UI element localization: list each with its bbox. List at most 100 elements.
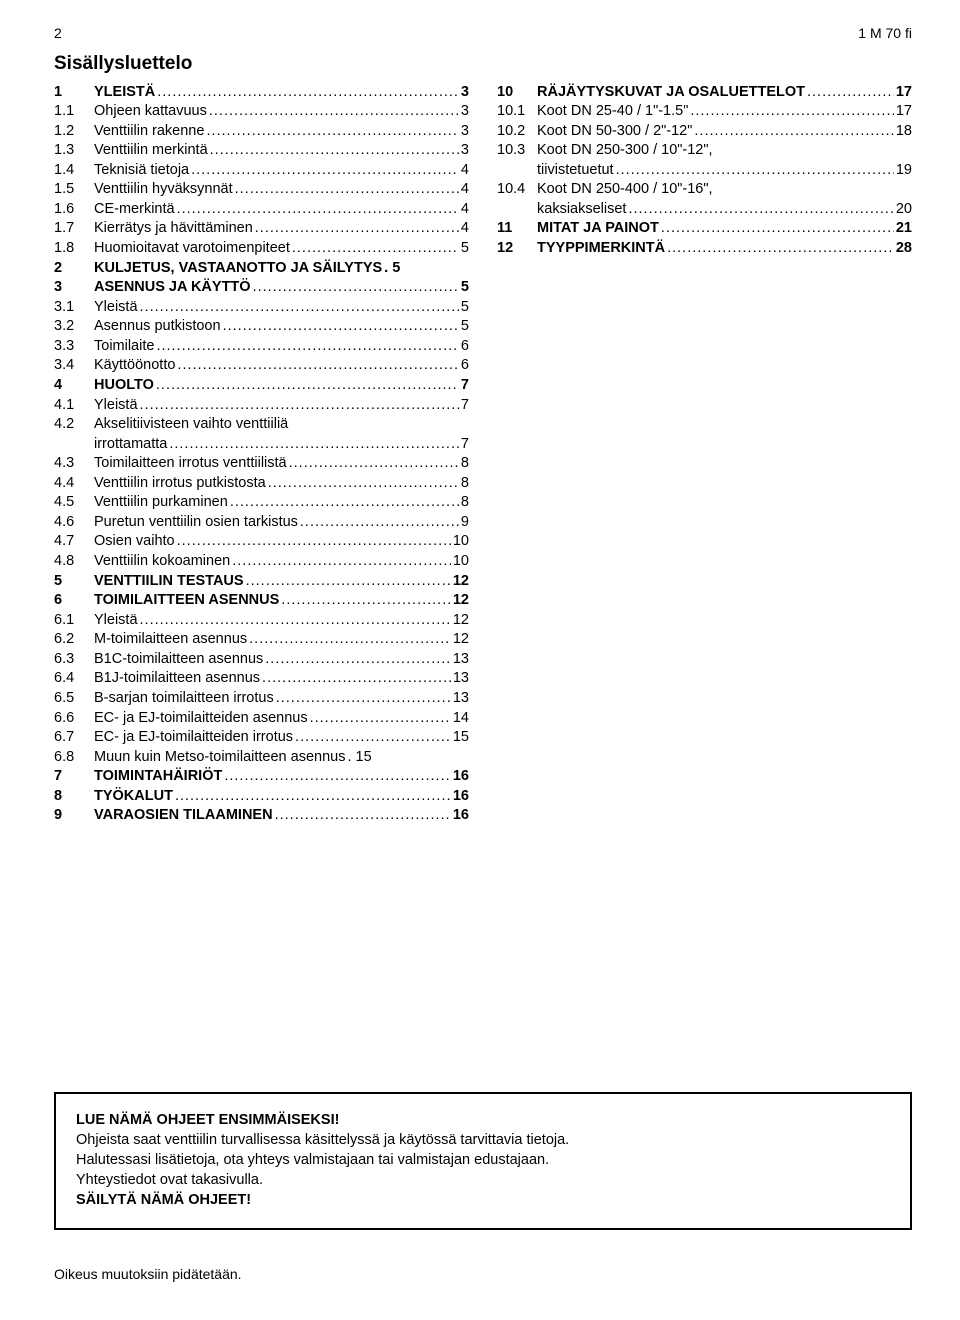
- dots: [155, 83, 459, 103]
- dots: [230, 552, 451, 572]
- dots: [251, 278, 459, 298]
- toc-num: 4.6: [54, 513, 94, 533]
- dots: [266, 474, 459, 494]
- toc-entry: 1.1Ohjeen kattavuus3: [54, 102, 469, 122]
- toc-label: VARAOSIEN TILAAMINEN: [94, 806, 273, 826]
- toc-page: 13: [451, 689, 469, 709]
- toc-page: 17: [894, 102, 912, 122]
- toc-entry: 10.2Koot DN 50-300 / 2"-12"18: [497, 122, 912, 142]
- toc-entry: 4.2Akselitiivisteen vaihto venttiiliä: [54, 415, 469, 435]
- toc-num: 1.1: [54, 102, 94, 122]
- toc-num: 8: [54, 787, 94, 807]
- toc-col-right: 10RÄJÄYTYSKUVAT JA OSALUETTELOT1710.1Koo…: [497, 83, 912, 826]
- toc-page: 7: [459, 376, 469, 396]
- toc-label: Osien vaihto: [94, 532, 175, 552]
- toc-entry: 1.8Huomioitavat varotoimenpiteet5: [54, 239, 469, 259]
- toc-entry: 7TOIMINTAHÄIRIÖT16: [54, 767, 469, 787]
- toc-entry: 6.1Yleistä12: [54, 611, 469, 631]
- toc-entry: 6.5B-sarjan toimilaitteen irrotus13: [54, 689, 469, 709]
- toc-num: 1: [54, 83, 94, 103]
- toc-label: HUOLTO: [94, 376, 154, 396]
- toc-page: 28: [894, 239, 912, 259]
- toc-page: 6: [459, 337, 469, 357]
- toc-label: Venttiilin hyväksynnät: [94, 180, 233, 200]
- toc-label: B1C-toimilaitteen asennus: [94, 650, 263, 670]
- toc-entry: 1.7Kierrätys ja hävittäminen4: [54, 219, 469, 239]
- toc-page: 7: [459, 435, 469, 455]
- toc-page: 13: [451, 650, 469, 670]
- toc-label: Yleistä: [94, 298, 138, 318]
- toc-page: 8: [459, 493, 469, 513]
- toc-entry: 1.4Teknisiä tietoja4: [54, 161, 469, 181]
- toc-label: irrottamatta: [94, 435, 167, 455]
- toc-entry: 11MITAT JA PAINOT21: [497, 219, 912, 239]
- dots: [659, 219, 894, 239]
- toc-entry: 3.4Käyttöönotto6: [54, 356, 469, 376]
- toc-label: Venttiilin purkaminen: [94, 493, 228, 513]
- toc-label: Toimilaite: [94, 337, 154, 357]
- toc-entry: 12TYYPPIMERKINTÄ28: [497, 239, 912, 259]
- toc-page: 12: [451, 572, 469, 592]
- toc-page: 5: [459, 317, 469, 337]
- toc-num: 10.3: [497, 141, 537, 161]
- dots: [233, 180, 459, 200]
- toc-page: 4: [459, 161, 469, 181]
- dots: [308, 709, 451, 729]
- toc-num: 3.3: [54, 337, 94, 357]
- toc-title: Sisällysluettelo: [54, 51, 912, 77]
- toc-num: 7: [54, 767, 94, 787]
- toc-columns: 1YLEISTÄ31.1Ohjeen kattavuus31.2Venttiil…: [54, 83, 912, 826]
- toc-label: CE-merkintä: [94, 200, 175, 220]
- toc-num: 3.2: [54, 317, 94, 337]
- dots: [175, 356, 459, 376]
- toc-label: Koot DN 250-400 / 10"-16",: [537, 180, 713, 200]
- toc-page: 4: [459, 200, 469, 220]
- dots: [228, 493, 459, 513]
- toc-entry: 10.4Koot DN 250-400 / 10"-16",: [497, 180, 912, 200]
- toc-num: 3.4: [54, 356, 94, 376]
- toc-num: 4.1: [54, 396, 94, 416]
- notice-closing: SÄILYTÄ NÄMÄ OHJEET!: [76, 1190, 890, 1210]
- toc-label: MITAT JA PAINOT: [537, 219, 659, 239]
- toc-page: 16: [451, 806, 469, 826]
- dots: [260, 669, 451, 689]
- dots: [175, 532, 451, 552]
- toc-entry: 3.2Asennus putkistoon5: [54, 317, 469, 337]
- dots: [175, 200, 459, 220]
- toc-label: TYÖKALUT: [94, 787, 173, 807]
- toc-label: Käyttöönotto: [94, 356, 175, 376]
- toc-num: 1.8: [54, 239, 94, 259]
- toc-page: 12: [451, 591, 469, 611]
- dots: [207, 102, 459, 122]
- dots: [154, 337, 458, 357]
- toc-page: 3: [459, 83, 469, 103]
- dots: [287, 454, 459, 474]
- toc-num: 10.1: [497, 102, 537, 122]
- notice-heading: LUE NÄMÄ OHJEET ENSIMMÄISEKSI!: [76, 1110, 890, 1130]
- toc-num: 1.3: [54, 141, 94, 161]
- toc-num: 6.6: [54, 709, 94, 729]
- toc-page: 3: [459, 102, 469, 122]
- toc-label: Koot DN 250-300 / 10"-12",: [537, 141, 713, 161]
- toc-label: M-toimilaitteen asennus: [94, 630, 247, 650]
- notice-line: Ohjeista saat venttiilin turvallisessa k…: [76, 1130, 890, 1150]
- toc-num: 3: [54, 278, 94, 298]
- toc-entry: 6.6EC- ja EJ-toimilaitteiden asennus14: [54, 709, 469, 729]
- toc-col-left: 1YLEISTÄ31.1Ohjeen kattavuus31.2Venttiil…: [54, 83, 469, 826]
- dots: [138, 298, 459, 318]
- toc-label: B1J-toimilaitteen asennus: [94, 669, 260, 689]
- toc-num: 1.6: [54, 200, 94, 220]
- toc-entry: 3.3Toimilaite 6: [54, 337, 469, 357]
- toc-num: 4.3: [54, 454, 94, 474]
- toc-page: 12: [451, 630, 469, 650]
- toc-entry: 4.8Venttiilin kokoaminen10: [54, 552, 469, 572]
- toc-label: Yleistä: [94, 611, 138, 631]
- toc-page: 5: [459, 278, 469, 298]
- dots: [273, 806, 451, 826]
- toc-page: 7: [459, 396, 469, 416]
- dots: [293, 728, 451, 748]
- dots: [290, 239, 459, 259]
- toc-num: 5: [54, 572, 94, 592]
- toc-label: Akselitiivisteen vaihto venttiiliä: [94, 415, 288, 435]
- toc-num: 6.3: [54, 650, 94, 670]
